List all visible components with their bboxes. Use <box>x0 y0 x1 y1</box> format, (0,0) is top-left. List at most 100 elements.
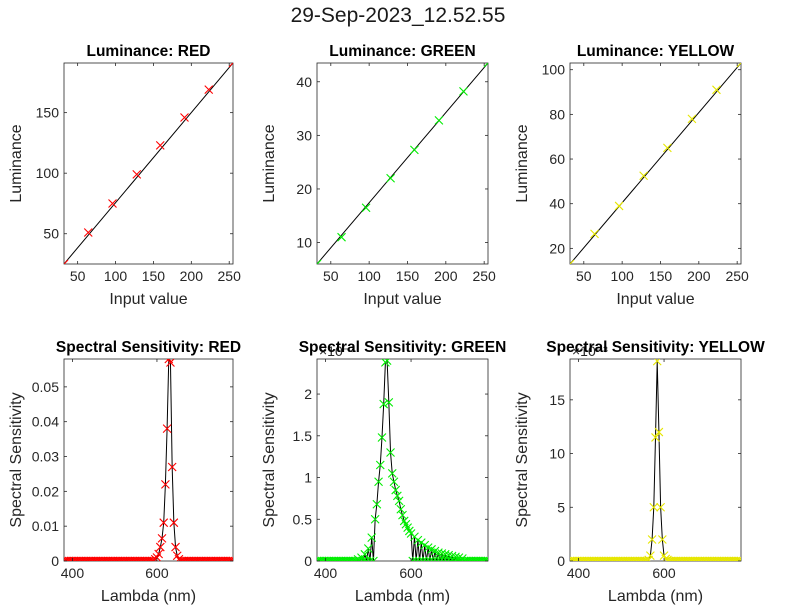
data-point-marker <box>483 63 488 68</box>
y-tick-label: 5 <box>557 499 565 515</box>
data-point-marker <box>83 228 93 237</box>
y-tick-label: 2 <box>304 386 312 402</box>
y-tick-label: 0.04 <box>32 414 59 430</box>
y-exponent-label: ×10⁻³ <box>319 343 355 359</box>
y-tick-label: 0.05 <box>32 379 59 395</box>
data-point-marker <box>159 518 169 528</box>
data-point-marker <box>361 203 371 213</box>
subplot-3: 50 100 150 200 250 20 40 60 80 100 Luminance: YELL… <box>514 43 749 308</box>
y-tick-label: 0 <box>304 553 312 569</box>
data-point-marker <box>228 556 233 561</box>
data-point-marker <box>108 199 117 208</box>
y-tick-label: 40 <box>296 74 312 90</box>
data-point-marker <box>389 477 399 487</box>
x-tick-label: 200 <box>434 268 458 284</box>
x-tick-label: 400 <box>61 565 85 581</box>
y-exponent-label: ×10⁻³ <box>572 343 608 359</box>
y-axis-label: Luminance <box>514 124 531 202</box>
data-point-marker <box>64 259 69 264</box>
data-point-marker <box>657 535 667 544</box>
data-point-marker <box>437 549 447 558</box>
x-tick-label: 150 <box>649 268 673 284</box>
y-tick-label: 15 <box>549 392 565 408</box>
data-point-marker <box>154 549 164 559</box>
data-point-marker <box>180 113 189 122</box>
x-tick-label: 250 <box>472 268 496 284</box>
data-point-marker <box>733 556 741 561</box>
data-point-marker <box>652 359 662 366</box>
x-axis-label: Input value <box>616 291 694 308</box>
data-point-marker <box>204 85 214 95</box>
data-point-marker <box>386 448 395 457</box>
y-tick-label: 1.5 <box>293 428 313 444</box>
data-point-marker <box>408 556 418 561</box>
subplot-title: Luminance: GREEN <box>329 43 475 60</box>
data-point-marker <box>348 556 358 561</box>
data-point-marker <box>379 399 389 409</box>
data-point-marker <box>445 556 455 561</box>
x-tick-label: 250 <box>725 268 749 284</box>
y-tick-label: 80 <box>549 106 565 122</box>
data-point-marker <box>392 491 402 501</box>
data-point-marker <box>639 171 649 181</box>
y-tick-label: 0.03 <box>32 449 59 465</box>
x-tick-label: 600 <box>399 565 423 581</box>
y-tick-label: 150 <box>36 105 60 121</box>
x-tick-label: 200 <box>687 268 711 284</box>
data-point-marker <box>317 259 322 264</box>
y-axis-label: Spectral Sensitivity <box>8 392 25 527</box>
data-point-marker <box>418 556 428 561</box>
subplot-1: 50 100 150 200 250 50 100 150 Luminance: RED Inpu… <box>8 43 241 308</box>
y-tick-label: 10 <box>296 235 312 251</box>
data-point-marker <box>391 485 401 495</box>
data-point-marker <box>480 556 488 561</box>
axes-box <box>316 358 489 562</box>
y-tick-label: 50 <box>43 226 59 242</box>
y-tick-label: 20 <box>296 181 312 197</box>
plot-area <box>570 63 741 264</box>
figure-title: 29-Sep-2023_12.52.55 <box>291 4 506 27</box>
data-point-marker <box>162 424 172 434</box>
data-point-marker <box>481 556 488 561</box>
data-point-marker <box>161 479 170 489</box>
data-point-marker <box>372 499 382 509</box>
data-point-marker <box>434 115 444 125</box>
y-axis-label: Spectral Sensitivity <box>514 392 531 527</box>
data-point-marker <box>422 556 431 561</box>
x-tick-label: 50 <box>323 268 339 284</box>
subplot-2: 50 100 150 200 250 10 20 30 40 Luminance: GREEN In… <box>261 43 496 308</box>
x-tick-label: 150 <box>142 268 166 284</box>
x-tick-label: 600 <box>652 565 676 581</box>
y-tick-label: 60 <box>549 151 565 167</box>
y-tick-label: 0.01 <box>32 518 59 534</box>
fit-line <box>317 63 488 264</box>
y-tick-label: 10 <box>549 446 565 462</box>
x-tick-label: 600 <box>145 565 169 581</box>
x-tick-label: 50 <box>70 268 86 284</box>
x-tick-label: 150 <box>396 268 420 284</box>
data-point-marker <box>155 542 165 552</box>
data-point-marker <box>166 359 175 367</box>
data-point-marker <box>228 63 233 68</box>
x-axis-label: Lambda (nm) <box>101 588 196 605</box>
data-point-marker <box>386 173 396 183</box>
y-tick-label: 0.5 <box>293 511 313 527</box>
data-point-marker <box>367 533 377 543</box>
x-axis-label: Input value <box>363 291 441 308</box>
subplot-title: Luminance: YELLOW <box>577 43 735 60</box>
data-point-marker <box>649 502 659 512</box>
data-point-marker <box>396 504 406 514</box>
data-point-marker <box>736 63 741 68</box>
data-point-marker <box>435 556 445 561</box>
axes-box <box>63 358 234 562</box>
data-point-marker <box>411 556 421 561</box>
data-point-marker <box>639 556 648 561</box>
data-point-marker <box>370 514 380 524</box>
data-point-marker <box>614 201 624 211</box>
subplot-title: Spectral Sensitivity: YELLOW <box>546 339 765 356</box>
data-point-marker <box>337 232 346 242</box>
data-point-marker <box>425 556 435 561</box>
x-tick-label: 50 <box>576 268 592 284</box>
